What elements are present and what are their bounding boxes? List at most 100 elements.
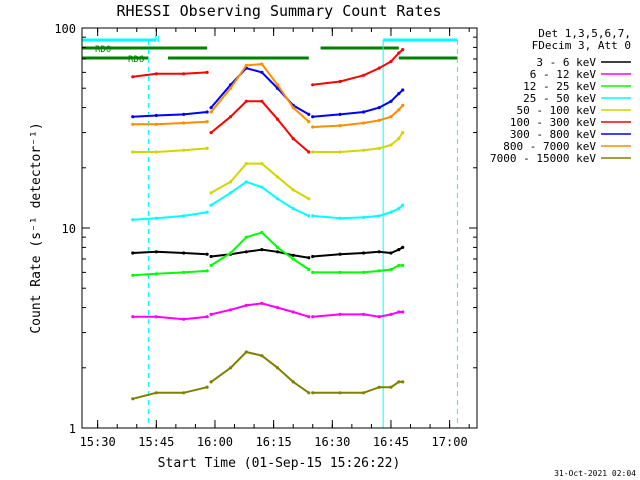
data-point	[362, 251, 366, 255]
series-line	[312, 132, 404, 153]
data-point	[205, 315, 209, 319]
data-point	[291, 257, 295, 261]
data-point	[338, 124, 342, 128]
chart-title: RHESSI Observing Summary Count Rates	[116, 2, 441, 20]
series-line	[312, 311, 403, 318]
data-point	[397, 380, 401, 384]
y-tick-label: 1	[69, 422, 76, 436]
data-point	[311, 150, 315, 154]
series-layer	[131, 48, 405, 401]
flag-label: N	[154, 35, 159, 45]
data-point	[338, 391, 342, 395]
legend-label: 6 - 12 keV	[530, 68, 597, 81]
data-point	[338, 79, 342, 84]
data-point	[182, 121, 186, 125]
series-line	[312, 264, 403, 274]
data-point	[131, 397, 135, 401]
data-point	[307, 150, 311, 154]
data-point	[275, 117, 280, 121]
data-point	[362, 73, 366, 77]
data-point	[377, 269, 381, 273]
timestamp: 31-Oct-2021 02:04	[554, 469, 636, 478]
data-point	[291, 207, 295, 211]
data-point	[244, 99, 248, 103]
data-point	[389, 267, 393, 272]
data-point	[205, 146, 209, 150]
data-point	[338, 252, 342, 256]
data-point	[377, 146, 381, 150]
data-point	[244, 303, 248, 307]
data-point	[377, 315, 381, 319]
data-point	[389, 210, 393, 214]
series-line	[132, 250, 208, 256]
series-line	[132, 111, 208, 118]
data-point	[362, 312, 366, 316]
data-point	[377, 118, 381, 122]
data-point	[275, 306, 280, 310]
data-point	[131, 75, 135, 79]
data-point	[307, 267, 311, 272]
data-point	[397, 310, 401, 314]
data-point	[209, 203, 213, 207]
x-tick-label: 15:45	[138, 435, 174, 449]
x-tick-label: 15:30	[80, 435, 116, 449]
data-point	[275, 175, 280, 179]
data-point	[401, 263, 405, 267]
data-point	[260, 62, 264, 66]
series-line	[312, 204, 404, 220]
data-point	[182, 148, 186, 152]
data-point	[260, 301, 264, 305]
data-point	[229, 366, 233, 370]
data-point	[338, 112, 342, 116]
data-point	[154, 72, 158, 76]
data-point	[154, 272, 158, 276]
data-point	[362, 215, 366, 219]
marker-lines	[81, 40, 458, 428]
data-point	[275, 245, 280, 249]
series-line	[210, 350, 310, 394]
series-7000-15000kev	[131, 350, 405, 401]
x-tick-label: 17:00	[432, 435, 468, 449]
data-point	[182, 317, 186, 321]
data-point	[244, 250, 248, 254]
data-point	[244, 162, 248, 166]
legend-label: 800 - 7000 keV	[503, 140, 596, 153]
data-point	[389, 99, 393, 103]
data-point	[362, 270, 366, 274]
data-point	[389, 59, 393, 64]
data-point	[244, 180, 248, 184]
data-point	[401, 245, 405, 249]
data-point	[401, 48, 405, 52]
data-point	[291, 106, 295, 110]
data-point	[154, 315, 158, 319]
series-line	[210, 180, 310, 217]
data-point	[307, 315, 311, 319]
data-point	[311, 115, 315, 119]
data-point	[154, 113, 158, 118]
data-point	[209, 110, 213, 114]
data-point	[389, 385, 393, 389]
data-point	[205, 252, 209, 256]
data-point	[182, 214, 186, 218]
data-point	[209, 131, 213, 135]
data-point	[377, 250, 381, 254]
data-point	[229, 251, 233, 255]
data-point	[401, 88, 405, 92]
data-point	[260, 230, 264, 235]
data-point	[338, 270, 342, 274]
series-line	[312, 89, 404, 118]
data-point	[205, 269, 209, 273]
data-point	[275, 250, 280, 254]
series-12-25kev	[131, 230, 405, 277]
series-6-12kev	[131, 301, 405, 321]
data-point	[389, 143, 393, 147]
data-point	[362, 110, 366, 114]
data-point	[307, 120, 311, 124]
data-point	[275, 83, 280, 87]
data-point	[154, 122, 158, 126]
series-line	[210, 162, 310, 200]
series-line	[132, 315, 208, 321]
instrument-flags: N RD0 RD6	[82, 35, 458, 65]
data-point	[131, 273, 135, 277]
